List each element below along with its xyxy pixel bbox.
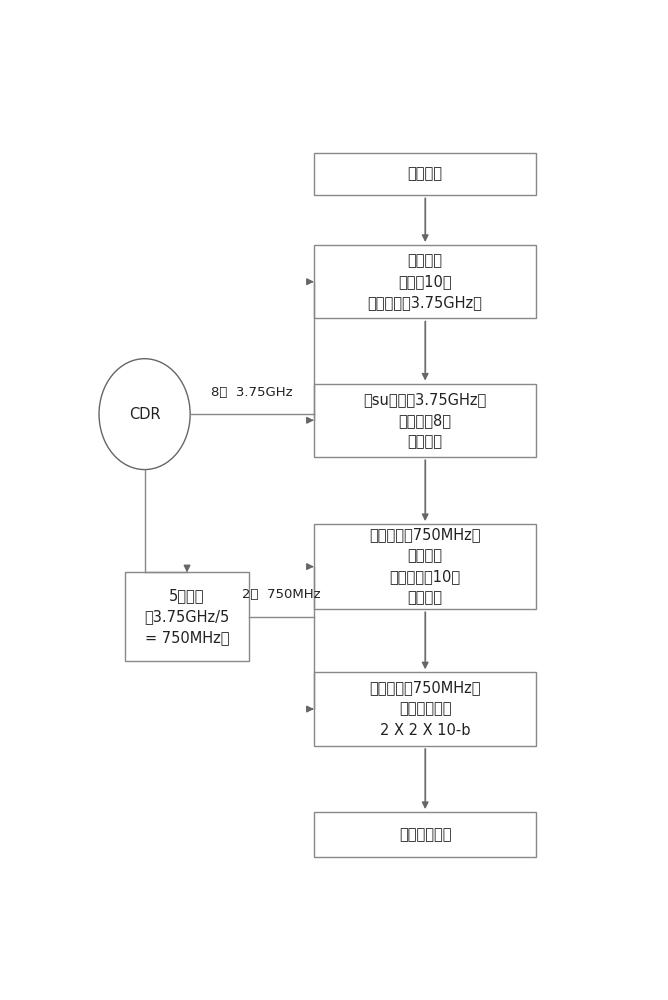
Text: 2相  750MHz: 2相 750MHz: [242, 588, 321, 601]
Text: 数据分检电路: 数据分检电路: [399, 827, 452, 842]
Bar: [314, 384, 536, 457]
Text: 采样电路: 采样电路: [407, 166, 443, 181]
Text: 快su时钟（3.75GHz）
并行移位8组
串行数据: 快su时钟（3.75GHz） 并行移位8组 串行数据: [363, 392, 487, 449]
Bar: [314, 153, 536, 195]
Text: 慢速时钟（750MHz）
并行装配
并行移位的10组
串行数据: 慢速时钟（750MHz） 并行装配 并行移位的10组 串行数据: [369, 528, 481, 606]
Bar: [314, 524, 536, 609]
Text: 8相  3.75GHz: 8相 3.75GHz: [211, 386, 293, 399]
Bar: [314, 245, 536, 318]
Text: 5分频器
（3.75GHz/5
= 750MHz）: 5分频器 （3.75GHz/5 = 750MHz）: [144, 588, 230, 645]
Text: CDR: CDR: [129, 407, 160, 422]
Bar: [314, 812, 536, 857]
Ellipse shape: [99, 359, 190, 470]
Text: 慢速时钟（750MHz）
输出并行码组
2 X 2 X 10-b: 慢速时钟（750MHz） 输出并行码组 2 X 2 X 10-b: [369, 681, 481, 738]
Text: 采样电路
输出的10组
串行数据（3.75GHz）: 采样电路 输出的10组 串行数据（3.75GHz）: [368, 253, 482, 310]
Bar: [314, 672, 536, 746]
Bar: [125, 572, 249, 661]
